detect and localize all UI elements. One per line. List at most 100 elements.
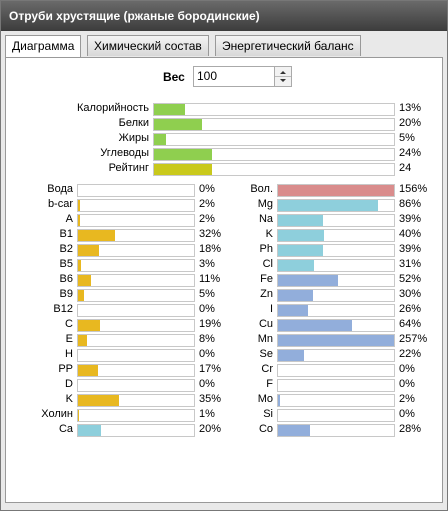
bar-track (77, 394, 195, 407)
row-label: Рейтинг (108, 162, 149, 174)
value-label: 86% (399, 198, 422, 210)
spinner[interactable] (274, 66, 292, 87)
value-label: 31% (399, 258, 422, 270)
bar-track (277, 379, 395, 392)
bar (278, 290, 313, 301)
row-label: C (65, 318, 73, 330)
bar (154, 119, 202, 130)
row-label: K (65, 393, 73, 405)
value-label: 0% (199, 303, 215, 315)
row-label: Калорийность (76, 102, 149, 114)
bar (278, 425, 311, 436)
value-label: 3% (199, 258, 215, 270)
title-bar: Отруби хрустящие (ржаные бородинские) (1, 1, 447, 31)
bar-track (277, 229, 395, 242)
value-label: 5% (199, 288, 215, 300)
value-label: 22% (399, 348, 422, 360)
value-label: 2% (199, 198, 215, 210)
bar (278, 200, 378, 211)
row-label: Si (263, 408, 273, 420)
tab[interactable]: Диаграмма (5, 35, 82, 58)
bar (154, 134, 166, 145)
row-label: Fe (260, 273, 273, 285)
value-label: 26% (399, 303, 422, 315)
tab[interactable]: Химический состав (87, 35, 209, 56)
row-label: Mg (257, 198, 273, 210)
value-label: 20% (399, 117, 422, 129)
bar-track (153, 163, 395, 176)
bar-track (77, 334, 195, 347)
row-label: Ph (259, 243, 273, 255)
value-label: 0% (399, 378, 415, 390)
value-label: 24 (399, 162, 412, 174)
bar (278, 335, 394, 346)
bar-track (77, 424, 195, 437)
bar (154, 164, 212, 175)
bar (78, 290, 84, 301)
bar (78, 335, 88, 346)
value-label: 20% (199, 423, 222, 435)
value-label: 18% (199, 243, 222, 255)
row-label: Ca (58, 423, 73, 435)
bar (78, 425, 102, 436)
value-label: 156% (399, 183, 428, 195)
bar-track (277, 289, 395, 302)
row-label: Cl (262, 258, 273, 270)
bar-track (77, 319, 195, 332)
value-label: 0% (199, 378, 215, 390)
bar-track (277, 259, 395, 272)
bar (278, 350, 304, 361)
row-label: K (265, 228, 273, 240)
row-label: b-car (47, 198, 73, 210)
value-label: 8% (199, 333, 215, 345)
bar (78, 245, 99, 256)
window-title: Отруби хрустящие (ржаные бородинские) (9, 9, 260, 23)
value-label: 11% (199, 273, 221, 285)
row-label: B5 (59, 258, 73, 270)
row-label: Co (258, 423, 273, 435)
bar (278, 320, 353, 331)
content-panel: Вес 100 Калорийность 13% Белки 20% Жиры 5% Углев… (5, 57, 443, 503)
bar-track (277, 304, 395, 317)
bar (278, 245, 324, 256)
tab[interactable]: Энергетический баланс (215, 35, 361, 56)
bar (78, 260, 82, 271)
row-label: B12 (53, 303, 73, 315)
value-label: 13% (399, 102, 422, 114)
bar (278, 230, 325, 241)
value-label: 0% (199, 183, 215, 195)
value-label: 40% (399, 228, 422, 240)
bar-track (277, 334, 395, 347)
spinner-arrows (275, 71, 291, 82)
bar (78, 410, 80, 421)
row-label: B6 (59, 273, 73, 285)
bar-track (277, 364, 395, 377)
weight-input[interactable]: 100 (193, 66, 276, 87)
bar-track (153, 103, 395, 116)
bar-track (153, 118, 395, 131)
weight-label: Вес (163, 70, 185, 84)
bar-track (77, 349, 195, 362)
bar (154, 149, 212, 160)
row-label: E (65, 333, 73, 345)
bar (278, 215, 324, 226)
value-label: 52% (399, 273, 422, 285)
value-label: 0% (399, 408, 415, 420)
bar-track (77, 304, 195, 317)
row-label: B9 (59, 288, 73, 300)
value-label: 28% (399, 423, 422, 435)
row-label: Жиры (118, 132, 149, 144)
value-label: 1% (199, 408, 215, 420)
bar-track (277, 184, 395, 197)
bar-track (153, 148, 395, 161)
bar (78, 365, 98, 376)
value-label: 17% (199, 363, 222, 375)
row-label: Вода (47, 183, 73, 195)
row-label: Mn (257, 333, 273, 345)
bar-track (277, 349, 395, 362)
bar-track (277, 394, 395, 407)
row-label: PP (58, 363, 73, 375)
value-label: 39% (399, 243, 422, 255)
bar-track (277, 424, 395, 437)
